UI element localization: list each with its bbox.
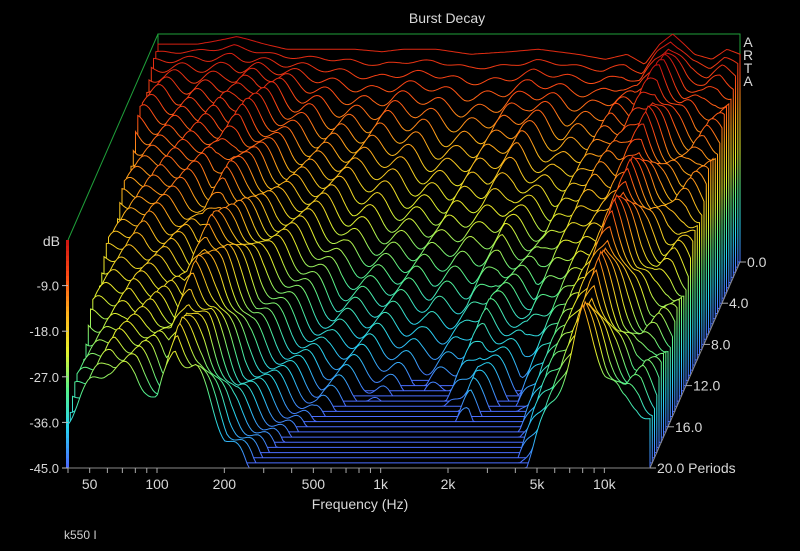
color-scale-segment — [66, 386, 69, 393]
color-scale-segment — [66, 392, 69, 398]
y-tick-label: -36.0 — [29, 415, 59, 430]
y-tick-label: -9.0 — [37, 279, 59, 294]
color-scale-segment — [66, 255, 69, 261]
y-axis-label: dB — [43, 233, 60, 249]
x-tick-label: 50 — [82, 476, 98, 492]
color-scale-segment — [66, 285, 69, 292]
y-tick-label: -45.0 — [29, 461, 59, 476]
color-scale-segment — [66, 356, 69, 363]
y-tick-label: -27.0 — [29, 370, 59, 385]
plot-top-edge — [67, 33, 159, 241]
color-scale-segment — [66, 457, 69, 464]
x-tick-label: 200 — [213, 476, 237, 492]
z-tick-label: 0.0 — [747, 254, 767, 270]
color-scale-segment — [66, 300, 69, 307]
color-scale-segment — [66, 321, 69, 327]
color-scale-segment — [66, 452, 69, 459]
z-axis-line — [649, 261, 741, 469]
x-axis-label: Frequency (Hz) — [312, 496, 408, 512]
color-scale-segment — [66, 310, 69, 317]
color-scale-segment — [66, 305, 69, 312]
color-scale-segment — [66, 346, 69, 352]
z-tick-label: 20.0 Periods — [657, 460, 736, 476]
z-tick-label: 4.0 — [729, 295, 749, 311]
z-tick-label: 12.0 — [693, 378, 720, 394]
color-scale-segment — [66, 462, 69, 469]
chart-title: Burst Decay — [409, 10, 485, 26]
color-scale-segment — [66, 427, 69, 434]
color-scale-segment — [66, 417, 69, 423]
color-scale-segment — [66, 447, 69, 454]
color-scale-segment — [66, 295, 69, 302]
color-scale-segment — [66, 407, 69, 413]
color-scale-segment — [66, 371, 69, 378]
color-scale-segment — [66, 265, 69, 271]
color-scale-segment — [66, 402, 69, 408]
x-tick-label: 100 — [145, 476, 169, 492]
color-scale-segment — [66, 422, 69, 428]
color-scale-segment — [66, 336, 69, 342]
color-scale-segment — [66, 442, 69, 449]
color-scale-segment — [66, 361, 69, 368]
x-tick-label: 2k — [441, 476, 457, 492]
x-tick-label: 1k — [373, 476, 389, 492]
color-scale-segment — [66, 245, 69, 251]
color-scale-segment — [66, 412, 69, 418]
color-scale-segment — [66, 316, 69, 322]
color-scale-segment — [66, 250, 69, 256]
x-tick-label: 500 — [302, 476, 326, 492]
x-tick-label: 10k — [593, 476, 617, 492]
color-scale-segment — [66, 341, 69, 347]
z-tick-label: 16.0 — [675, 419, 702, 435]
decay-slices — [67, 33, 741, 469]
color-scale-segment — [66, 366, 69, 373]
measurement-name: k550 I — [64, 528, 97, 542]
color-scale-segment — [66, 432, 69, 439]
color-scale-segment — [66, 331, 69, 337]
color-scale-segment — [66, 437, 69, 444]
color-scale-segment — [66, 290, 69, 297]
color-scale-segment — [66, 351, 69, 358]
color-scale-segment — [66, 260, 69, 266]
color-scale-segment — [66, 270, 69, 276]
color-scale-segment — [66, 397, 69, 403]
color-scale-segment — [66, 326, 69, 332]
color-scale-segment — [66, 376, 69, 383]
y-tick-label: -18.0 — [29, 324, 59, 339]
z-tick-label: 8.0 — [711, 336, 731, 352]
color-scale-segment — [66, 381, 69, 388]
arta-brand-label: A R T A — [742, 34, 754, 89]
color-scale-segment — [66, 275, 69, 282]
x-tick-label: 5k — [530, 476, 546, 492]
color-scale-segment — [66, 240, 69, 246]
color-scale-segment — [66, 280, 69, 287]
chart-axes: -9.0 -18.0 -27.0 -36.0 -45.0 50 100 200 500 1k 2k 5… — [29, 240, 767, 492]
